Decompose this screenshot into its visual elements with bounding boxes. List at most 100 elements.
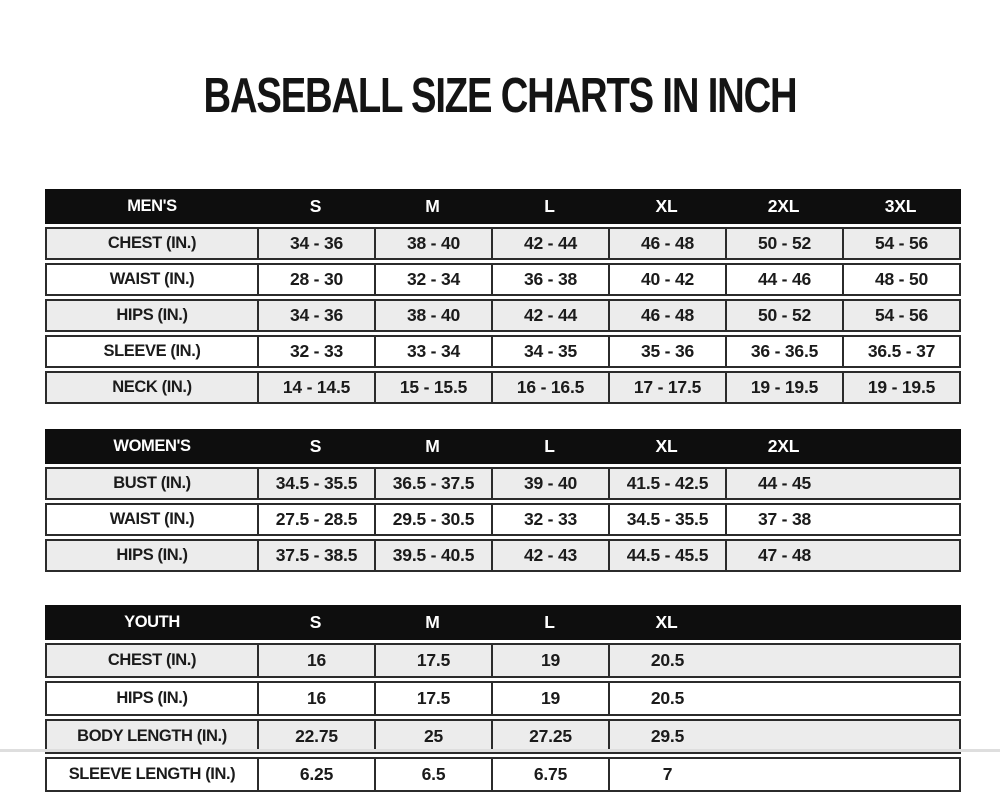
- row-value: 34.5 - 35.5: [257, 469, 374, 498]
- row-value: 16: [257, 645, 374, 676]
- table-row: HIPS (IN.) 34 - 36 38 - 40 42 - 44 46 - 48 50…: [45, 299, 961, 332]
- row-value: 27.25: [491, 721, 608, 752]
- table-row: WAIST (IN.) 28 - 30 32 - 34 36 - 38 40 - 42 4…: [45, 263, 961, 296]
- table-header-group-label: WOMEN'S: [113, 437, 191, 455]
- row-value: 20.5: [608, 645, 725, 676]
- row-value: 54 - 56: [842, 301, 959, 330]
- row-label: CHEST (IN.): [107, 234, 197, 252]
- row-value: 6.75: [491, 759, 608, 790]
- row-value: 44 - 46: [725, 265, 842, 294]
- page-title: BASEBALL SIZE CHARTS IN INCH: [203, 69, 798, 123]
- row-label: BUST (IN.): [113, 474, 191, 492]
- size-tables: MEN'S S M L XL 2XL 3XL CHEST (IN.) 34 - 36 38 - 4…: [45, 189, 961, 792]
- row-value: 42 - 44: [491, 301, 608, 330]
- row-value: 34 - 35: [491, 337, 608, 366]
- row-value: 35 - 36: [608, 337, 725, 366]
- table-row: HIPS (IN.) 37.5 - 38.5 39.5 - 40.5 42 - 43 4…: [45, 539, 961, 572]
- row-value: 38 - 40: [374, 301, 491, 330]
- row-value: 19: [491, 683, 608, 714]
- bottom-edge-strip: [0, 749, 1000, 752]
- row-value: 14 - 14.5: [257, 373, 374, 402]
- row-label: NECK (IN.): [112, 378, 192, 396]
- row-value: 36.5 - 37: [842, 337, 959, 366]
- row-value: 28 - 30: [257, 265, 374, 294]
- row-label: SLEEVE LENGTH (IN.): [68, 765, 236, 783]
- row-label: HIPS (IN.): [116, 689, 188, 707]
- row-value: 17.5: [374, 683, 491, 714]
- table-row: HIPS (IN.) 16 17.5 19 20.5: [45, 681, 961, 716]
- row-value: 36 - 36.5: [725, 337, 842, 366]
- table-row: BUST (IN.) 34.5 - 35.5 36.5 - 37.5 39 - 40 4…: [45, 467, 961, 500]
- table-header-group-label: MEN'S: [127, 197, 177, 215]
- row-value: 46 - 48: [608, 229, 725, 258]
- row-value: 44.5 - 45.5: [608, 541, 725, 570]
- table-row: CHEST (IN.) 34 - 36 38 - 40 42 - 44 46 - 48 5…: [45, 227, 961, 260]
- row-value: 34 - 36: [257, 301, 374, 330]
- row-value: 50 - 52: [725, 301, 842, 330]
- row-value: 7: [608, 759, 725, 790]
- row-value: 37 - 38: [725, 505, 842, 534]
- table-row: SLEEVE (IN.) 32 - 33 33 - 34 34 - 35 35 - 36…: [45, 335, 961, 368]
- table-header-size: S: [309, 612, 322, 632]
- row-value: 36.5 - 37.5: [374, 469, 491, 498]
- row-label: CHEST (IN.): [107, 651, 197, 669]
- row-value: 47 - 48: [725, 541, 842, 570]
- row-value: 40 - 42: [608, 265, 725, 294]
- row-label: HIPS (IN.): [116, 306, 188, 324]
- row-value: 33 - 34: [374, 337, 491, 366]
- row-label: SLEEVE (IN.): [103, 342, 201, 360]
- table-header-size: L: [544, 436, 555, 456]
- row-value: 6.25: [257, 759, 374, 790]
- row-value: 19 - 19.5: [725, 373, 842, 402]
- size-table-womens: WOMEN'S S M L XL 2XL BUST (IN.) 34.5 - 35.5 36.5…: [45, 429, 961, 572]
- table-header-group-label: YOUTH: [124, 613, 180, 631]
- row-label: WAIST (IN.): [109, 270, 195, 288]
- row-value: 39.5 - 40.5: [374, 541, 491, 570]
- table-header: MEN'S S M L XL 2XL 3XL: [45, 189, 961, 224]
- table-row: BODY LENGTH (IN.) 22.75 25 27.25 29.5: [45, 719, 961, 754]
- row-value: 39 - 40: [491, 469, 608, 498]
- table-row: SLEEVE LENGTH (IN.) 6.25 6.5 6.75 7: [45, 757, 961, 792]
- row-value: 17.5: [374, 645, 491, 676]
- table-header-size: 2XL: [767, 196, 800, 216]
- row-label: HIPS (IN.): [116, 546, 188, 564]
- row-value: 32 - 34: [374, 265, 491, 294]
- row-value: 29.5: [608, 721, 725, 752]
- table-header-size: 3XL: [884, 196, 917, 216]
- row-value: 37.5 - 38.5: [257, 541, 374, 570]
- row-value: 25: [374, 721, 491, 752]
- table-header-size: S: [309, 196, 322, 216]
- row-value: 29.5 - 30.5: [374, 505, 491, 534]
- table-header-size: XL: [655, 196, 678, 216]
- row-value: 32 - 33: [257, 337, 374, 366]
- row-value: 48 - 50: [842, 265, 959, 294]
- row-value: 42 - 43: [491, 541, 608, 570]
- row-value: 34 - 36: [257, 229, 374, 258]
- row-value: 36 - 38: [491, 265, 608, 294]
- row-value: 46 - 48: [608, 301, 725, 330]
- row-value: 19 - 19.5: [842, 373, 959, 402]
- row-value: 50 - 52: [725, 229, 842, 258]
- table-header-size: XL: [655, 612, 678, 632]
- table-header: YOUTH S M L XL: [45, 605, 961, 640]
- table-header-size: XL: [655, 436, 678, 456]
- row-value: 41.5 - 42.5: [608, 469, 725, 498]
- row-value: 32 - 33: [491, 505, 608, 534]
- row-value: 17 - 17.5: [608, 373, 725, 402]
- row-value: 15 - 15.5: [374, 373, 491, 402]
- size-table-youth: YOUTH S M L XL CHEST (IN.) 16 17.5 19 20.5 HIPS (I…: [45, 605, 961, 792]
- row-value: 16: [257, 683, 374, 714]
- row-value: 20.5: [608, 683, 725, 714]
- row-value: 16 - 16.5: [491, 373, 608, 402]
- row-value: 34.5 - 35.5: [608, 505, 725, 534]
- table-header-size: M: [425, 436, 440, 456]
- row-value: 42 - 44: [491, 229, 608, 258]
- row-value: 38 - 40: [374, 229, 491, 258]
- table-header: WOMEN'S S M L XL 2XL: [45, 429, 961, 464]
- row-value: 44 - 45: [725, 469, 842, 498]
- size-table-mens: MEN'S S M L XL 2XL 3XL CHEST (IN.) 34 - 36 38 - 4…: [45, 189, 961, 404]
- table-header-size: M: [425, 612, 440, 632]
- table-row: WAIST (IN.) 27.5 - 28.5 29.5 - 30.5 32 - 33…: [45, 503, 961, 536]
- row-value: 22.75: [257, 721, 374, 752]
- row-value: 54 - 56: [842, 229, 959, 258]
